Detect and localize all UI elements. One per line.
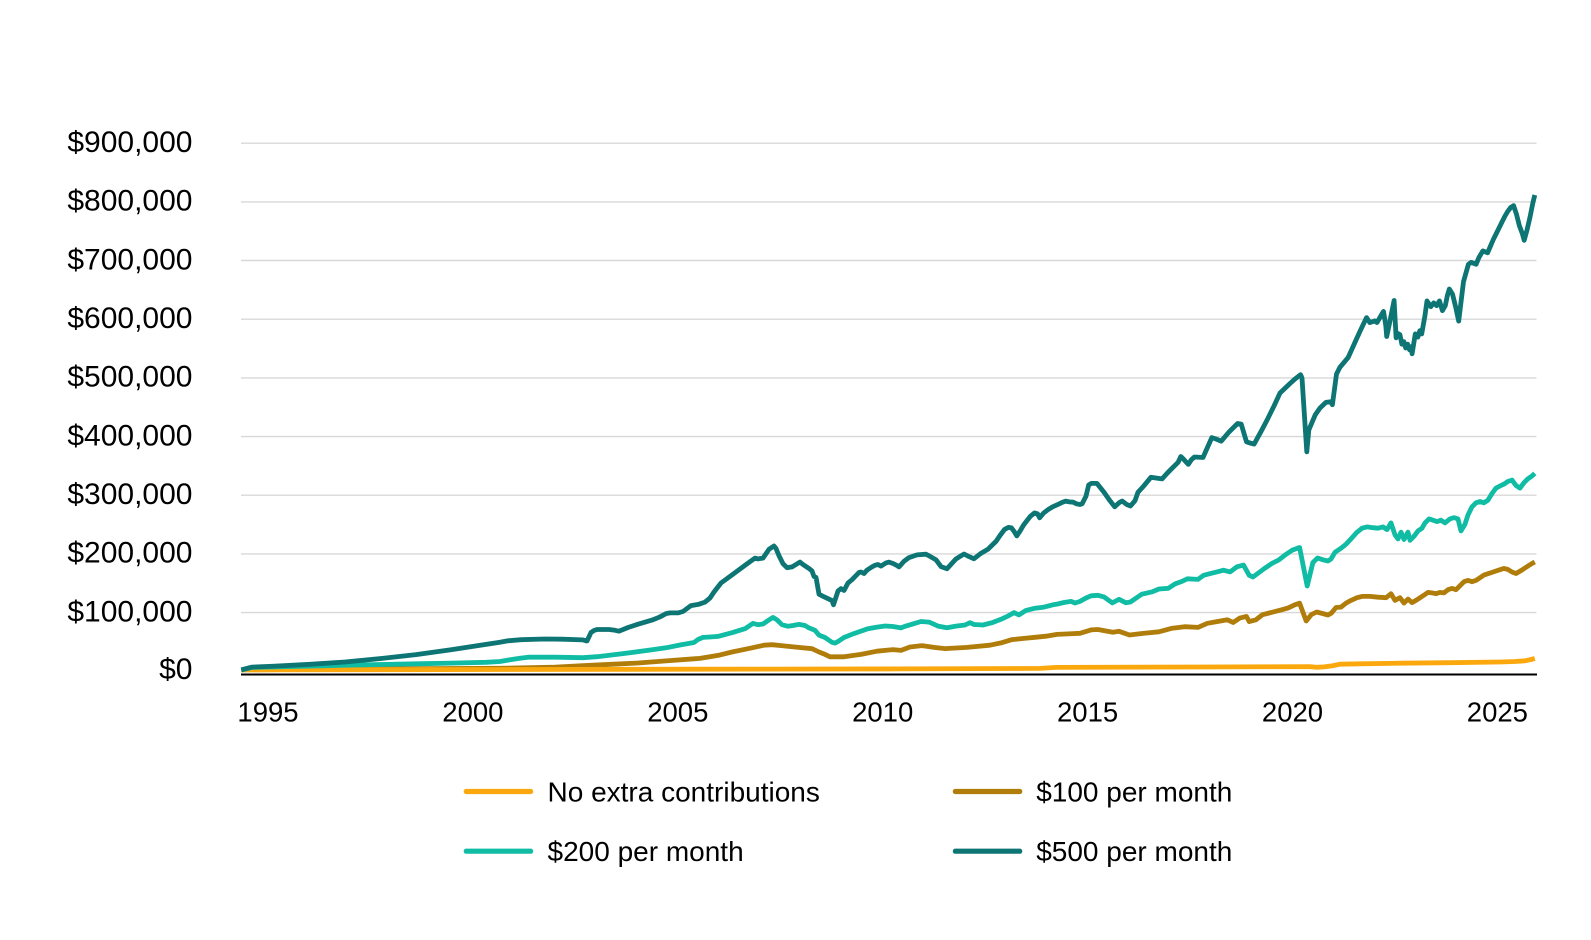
svg-text:$700,000: $700,000 <box>67 243 192 276</box>
svg-text:$200 per month: $200 per month <box>548 836 744 867</box>
svg-text:$400,000: $400,000 <box>67 419 192 452</box>
svg-text:$500 per month: $500 per month <box>1036 836 1232 867</box>
svg-text:2020: 2020 <box>1262 697 1323 728</box>
svg-text:$100 per month: $100 per month <box>1036 777 1232 808</box>
svg-text:2025: 2025 <box>1467 697 1528 728</box>
svg-text:$800,000: $800,000 <box>67 185 192 218</box>
svg-text:2015: 2015 <box>1057 697 1118 728</box>
svg-text:$300,000: $300,000 <box>67 478 192 511</box>
svg-text:$900,000: $900,000 <box>67 126 192 159</box>
svg-text:$0: $0 <box>159 653 192 686</box>
svg-text:$600,000: $600,000 <box>67 302 192 335</box>
svg-text:2010: 2010 <box>852 697 913 728</box>
svg-text:No extra contributions: No extra contributions <box>548 777 820 808</box>
svg-text:2000: 2000 <box>442 697 503 728</box>
svg-text:$200,000: $200,000 <box>67 537 192 570</box>
svg-text:$500,000: $500,000 <box>67 361 192 394</box>
svg-text:$100,000: $100,000 <box>67 595 192 628</box>
svg-text:1995: 1995 <box>237 697 298 728</box>
svg-text:2005: 2005 <box>647 697 708 728</box>
